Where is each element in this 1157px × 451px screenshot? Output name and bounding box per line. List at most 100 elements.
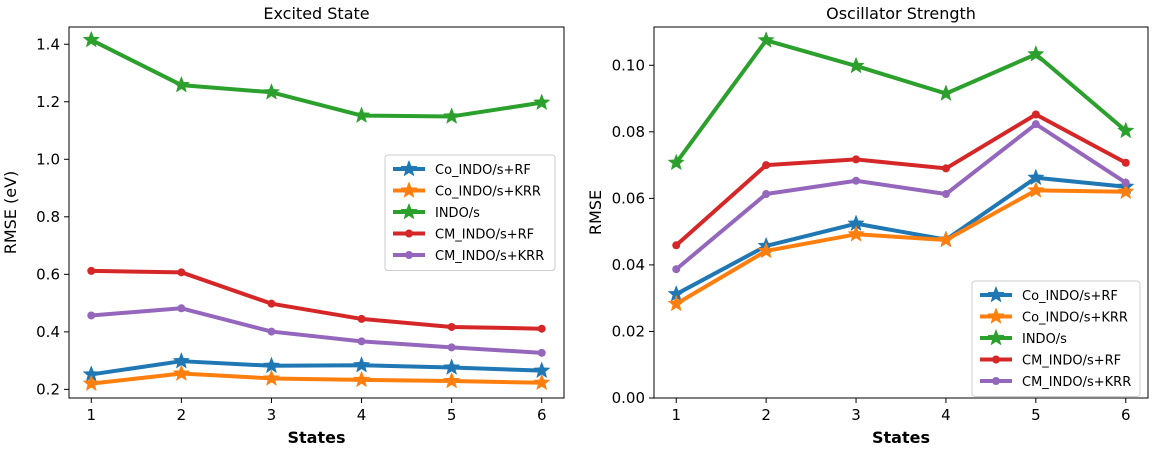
y-tick-label: 0.00	[612, 389, 645, 407]
data-point	[267, 327, 276, 336]
series-line	[674, 122, 1128, 272]
legend-label: INDO/s	[1022, 332, 1067, 347]
legend-label: CM_INDO/s+KRR	[1022, 375, 1131, 390]
data-point	[172, 364, 191, 382]
x-tick-label: 2	[177, 406, 187, 424]
data-point	[82, 374, 101, 392]
x-tick-label: 4	[357, 406, 367, 424]
data-point	[262, 369, 281, 386]
x-tick-label: 5	[447, 406, 457, 424]
legend-marker	[405, 251, 413, 259]
series-line	[674, 188, 1128, 306]
data-point	[1121, 158, 1130, 167]
x-tick-label: 2	[761, 406, 771, 424]
legend-label: Co_INDO/s+RF	[1022, 289, 1118, 304]
data-point	[442, 371, 461, 389]
data-point	[82, 30, 101, 48]
data-point	[177, 304, 186, 313]
legend-label: Co_INDO/s+KRR	[1022, 311, 1128, 326]
data-point	[1027, 181, 1045, 198]
data-point	[762, 161, 771, 170]
data-point	[172, 75, 191, 93]
series-INDO/s	[667, 31, 1135, 171]
legend-label: Co_INDO/s+KRR	[435, 185, 541, 200]
y-tick-label: 1.0	[36, 150, 60, 168]
plot-frame	[653, 26, 1149, 399]
legend-marker	[405, 229, 413, 238]
y-tick-label: 0.4	[36, 323, 60, 341]
data-point	[667, 153, 685, 171]
legend-item: CM_INDO/s+KRR	[393, 249, 544, 264]
series-Co_INDO/s+KRR	[667, 181, 1135, 312]
data-point	[1031, 110, 1040, 119]
legend-marker	[400, 159, 418, 177]
series-Co_INDO/s+KRR	[82, 364, 551, 392]
legend-label: CM_INDO/s+RF	[1022, 354, 1121, 369]
legend-marker	[987, 328, 1005, 346]
legend-item: CM_INDO/s+KRR	[980, 375, 1131, 390]
legend-label: CM_INDO/s+KRR	[435, 249, 544, 264]
data-point	[1027, 45, 1045, 62]
legend-box	[384, 154, 556, 271]
series-line	[89, 37, 544, 119]
series-Co_INDO/s+RF	[82, 351, 551, 382]
x-axis-label: States	[872, 428, 930, 447]
legend-marker	[992, 377, 1000, 385]
y-tick-label: 0.06	[612, 189, 645, 207]
legend-marker	[400, 181, 418, 198]
y-tick-label: 0.8	[36, 208, 60, 226]
data-point	[667, 294, 685, 312]
series-line	[674, 112, 1128, 248]
legend-item: Co_INDO/s+RF	[393, 159, 531, 178]
legend-label: CM_INDO/s+RF	[435, 228, 534, 243]
legend-marker	[987, 285, 1005, 303]
y-axis-label: RMSE	[586, 190, 605, 235]
data-point	[447, 343, 456, 352]
chart-1: Excited State 1 2 3 4 5 6 0.2 0.4 0.6 0.8 1.0 1.2 1.4…	[1, 4, 565, 447]
y-tick-label: 1.2	[36, 93, 60, 111]
series-line	[89, 306, 544, 355]
chart-title: Excited State	[263, 4, 369, 23]
series-CM_INDO/s+RF	[87, 266, 546, 333]
data-point	[357, 337, 366, 346]
data-point	[532, 93, 551, 111]
legend: Co_INDO/s+RF Co_INDO/s+KRR INDO/s CM_INDO/s…	[384, 154, 556, 271]
legend-item: INDO/s	[980, 328, 1067, 347]
data-point	[537, 324, 546, 333]
legend-item: Co_INDO/s+KRR	[393, 181, 541, 200]
legend-item: CM_INDO/s+RF	[393, 228, 534, 243]
y-axis-label: RMSE (eV)	[1, 171, 20, 255]
data-point	[852, 176, 861, 185]
data-point	[532, 373, 551, 391]
x-axis-label: States	[288, 428, 346, 447]
data-point	[87, 266, 96, 275]
legend-marker	[987, 307, 1005, 324]
x-tick-label: 6	[537, 406, 547, 424]
legend-item: INDO/s	[393, 202, 480, 221]
data-point	[352, 370, 371, 388]
y-tick-label: 0.2	[36, 380, 60, 398]
data-point	[757, 241, 775, 259]
y-tick-label: 0.6	[36, 265, 60, 283]
x-tick-label: 6	[1121, 406, 1131, 424]
y-tick-label: 0.10	[612, 56, 645, 74]
series-line	[674, 38, 1128, 165]
series-CM_INDO/s+KRR	[87, 304, 546, 357]
data-point	[672, 241, 681, 250]
data-point	[847, 56, 865, 74]
x-tick-label: 3	[267, 406, 277, 424]
data-point	[852, 155, 861, 164]
data-point	[672, 265, 681, 274]
x-tick-label: 3	[851, 406, 861, 424]
data-point	[937, 230, 955, 248]
series-CM_INDO/s+RF	[672, 110, 1130, 250]
data-point	[941, 164, 950, 173]
x-tick-label: 1	[671, 406, 681, 424]
data-point	[352, 106, 371, 124]
series-line	[674, 175, 1128, 297]
series-line	[89, 268, 544, 331]
data-point	[1121, 178, 1130, 187]
y-tick-label: 0.02	[612, 322, 645, 340]
data-point	[352, 356, 371, 373]
